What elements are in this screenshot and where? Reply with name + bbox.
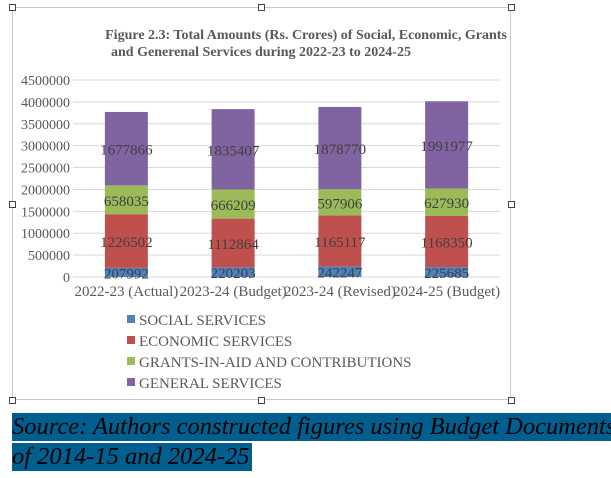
y-tick-label: 0 <box>63 271 70 286</box>
bar-segment <box>425 101 469 189</box>
y-tick-label: 4500000 <box>21 74 70 89</box>
bar-segment <box>211 267 255 277</box>
x-tick-label: 2024-25 (Budget) <box>393 284 500 300</box>
bar-segment <box>425 215 469 268</box>
data-label: 666209 <box>211 198 256 214</box>
bar-segment <box>211 109 255 190</box>
x-tick-label: 2022-23 (Actual) <box>75 284 179 300</box>
data-label: 225685 <box>424 266 469 282</box>
x-tick-label: 2023-24 (Budget) <box>180 284 287 300</box>
resize-handle-l[interactable] <box>9 201 16 208</box>
bar-segment <box>425 267 469 277</box>
bar-segment <box>104 267 148 277</box>
bar-segment <box>318 106 362 190</box>
y-tick-label: 500000 <box>28 249 70 264</box>
legend-swatch <box>127 336 135 344</box>
bar-segment <box>104 185 148 215</box>
legend-label: SOCIAL SERVICES <box>139 313 266 329</box>
data-label: 658035 <box>104 194 149 210</box>
data-label: 242247 <box>317 266 363 282</box>
resize-handle-bl[interactable] <box>9 397 16 404</box>
legend-swatch <box>127 378 135 386</box>
data-label: 207992 <box>104 266 149 282</box>
legend-label: GRANTS-IN-AID AND CONTRIBUTIONS <box>139 355 412 371</box>
data-label: 1226502 <box>100 235 153 251</box>
resize-handle-t[interactable] <box>258 4 265 11</box>
data-label: 1165117 <box>314 235 366 251</box>
resize-handle-r[interactable] <box>508 201 515 208</box>
resize-handle-b[interactable] <box>258 397 265 404</box>
y-tick-label: 2000000 <box>21 183 70 198</box>
legend-swatch <box>127 357 135 365</box>
data-label: 627930 <box>424 196 469 212</box>
chart-title-line2: and Generenal Services during 2022-23 to… <box>111 45 411 60</box>
y-tick-label: 2500000 <box>21 162 70 177</box>
bar-segment <box>318 215 362 267</box>
resize-handle-tr[interactable] <box>508 4 515 11</box>
bar-segment <box>211 189 255 219</box>
data-label: 1168350 <box>421 236 473 252</box>
y-tick-label: 4000000 <box>21 96 70 111</box>
source-line-2: of 2014-15 and 2024-25 <box>12 443 252 471</box>
bar-segment <box>318 189 362 216</box>
source-line-1: Source: Authors constructed figures usin… <box>12 413 611 441</box>
y-tick-label: 3500000 <box>21 118 70 133</box>
y-tick-label: 3000000 <box>21 140 70 155</box>
data-label: 220203 <box>211 266 256 282</box>
resize-handle-tl[interactable] <box>9 4 16 11</box>
legend-label: GENERAL SERVICES <box>139 376 282 392</box>
stacked-bar-chart: Figure 2.3: Total Amounts (Rs. Crores) o… <box>21 28 507 392</box>
y-tick-label: 1000000 <box>21 227 70 242</box>
chart-title: Figure 2.3: Total Amounts (Rs. Crores) o… <box>105 28 507 43</box>
data-label: 1835407 <box>207 143 260 159</box>
data-label: 1112864 <box>207 237 259 253</box>
legend-label: ECONOMIC SERVICES <box>139 334 292 350</box>
data-label: 1878770 <box>314 142 367 158</box>
bar-segment <box>211 218 255 268</box>
bar-segment <box>425 188 469 216</box>
y-tick-label: 1500000 <box>21 205 70 220</box>
resize-handle-br[interactable] <box>508 397 515 404</box>
bar-segment <box>104 214 148 268</box>
bar-segment <box>318 266 362 277</box>
data-label: 1991977 <box>420 139 473 155</box>
data-label: 597906 <box>317 196 363 212</box>
data-label: 1677866 <box>100 143 153 159</box>
bar-segment <box>104 111 148 186</box>
x-tick-label: 2023-24 (Revised) <box>284 284 396 300</box>
legend-swatch <box>127 315 135 323</box>
